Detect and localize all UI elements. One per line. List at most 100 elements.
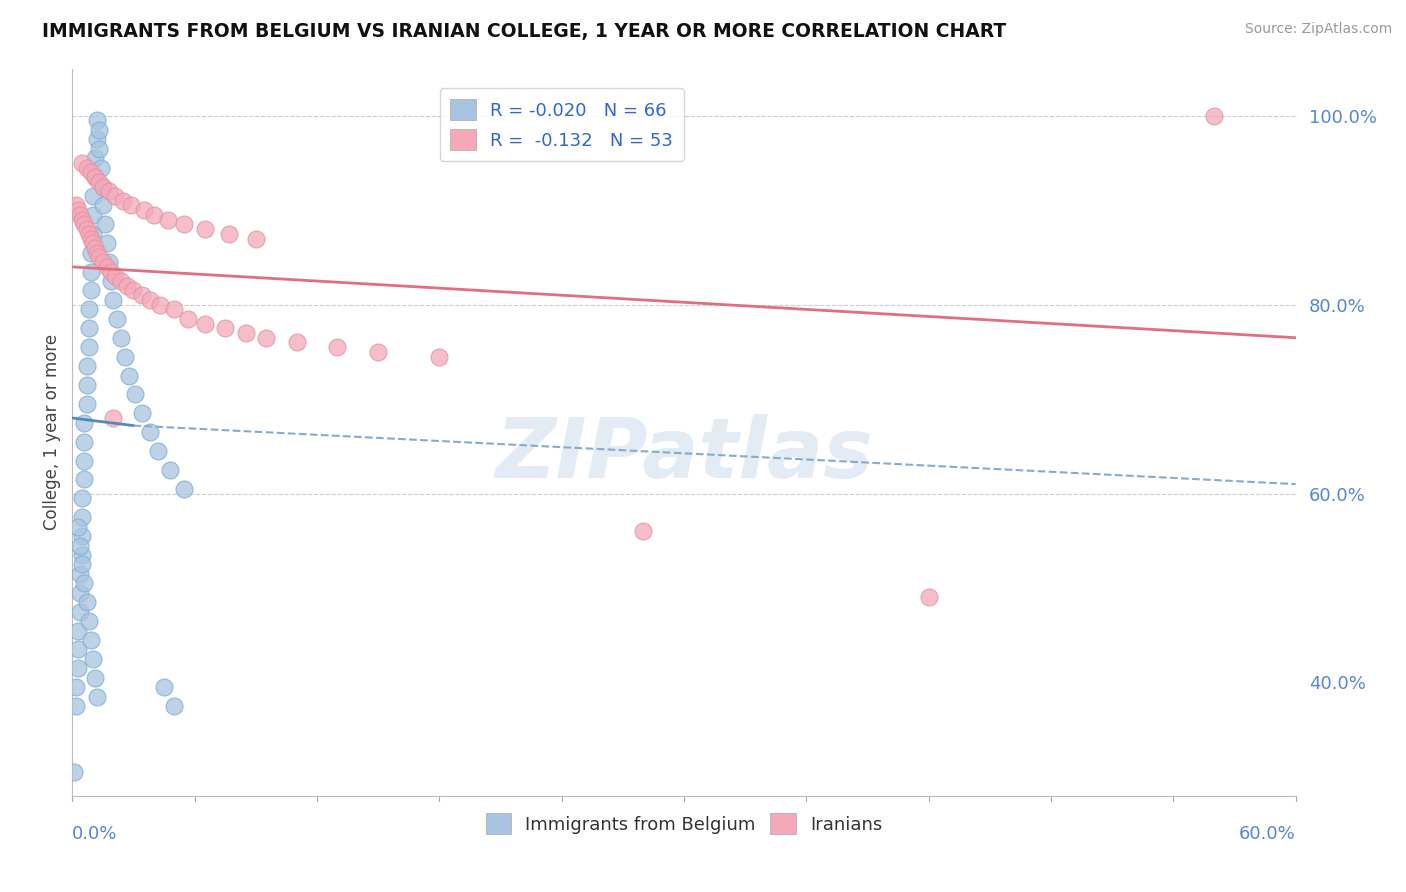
Point bbox=[67, 661, 90, 675]
Point bbox=[177, 311, 200, 326]
Point bbox=[86, 113, 108, 128]
Point bbox=[96, 260, 118, 274]
Point bbox=[918, 591, 941, 605]
Point bbox=[194, 317, 217, 331]
Point bbox=[110, 274, 132, 288]
Point bbox=[76, 378, 98, 392]
Point bbox=[631, 524, 654, 539]
Point bbox=[69, 605, 91, 619]
Point bbox=[72, 510, 94, 524]
Legend: Immigrants from Belgium, Iranians: Immigrants from Belgium, Iranians bbox=[478, 806, 890, 841]
Point bbox=[96, 236, 118, 251]
Point bbox=[83, 671, 105, 685]
Point bbox=[79, 264, 101, 278]
Point bbox=[90, 161, 112, 175]
Point bbox=[73, 453, 96, 467]
Point bbox=[122, 284, 145, 298]
Point bbox=[65, 198, 87, 212]
Point bbox=[194, 222, 217, 236]
Point bbox=[82, 189, 104, 203]
Point bbox=[69, 586, 91, 600]
Point bbox=[77, 302, 100, 317]
Point bbox=[97, 255, 120, 269]
Point bbox=[157, 212, 180, 227]
Point bbox=[79, 245, 101, 260]
Point bbox=[214, 321, 236, 335]
Point bbox=[82, 227, 104, 241]
Point bbox=[83, 170, 105, 185]
Point bbox=[114, 350, 136, 364]
Point bbox=[67, 624, 90, 638]
Point bbox=[76, 595, 98, 609]
Point bbox=[65, 680, 87, 694]
Point bbox=[110, 331, 132, 345]
Point bbox=[254, 331, 277, 345]
Point bbox=[69, 566, 91, 581]
Point bbox=[86, 690, 108, 704]
Point bbox=[159, 463, 181, 477]
Point bbox=[91, 179, 114, 194]
Point bbox=[73, 576, 96, 591]
Text: 60.0%: 60.0% bbox=[1239, 825, 1296, 843]
Point bbox=[124, 387, 146, 401]
Point bbox=[91, 179, 114, 194]
Point bbox=[79, 632, 101, 647]
Point bbox=[120, 198, 142, 212]
Point bbox=[79, 231, 101, 245]
Point bbox=[245, 231, 267, 245]
Point bbox=[285, 335, 308, 350]
Point bbox=[173, 218, 195, 232]
Point bbox=[326, 340, 349, 354]
Point bbox=[67, 519, 90, 533]
Point bbox=[112, 194, 135, 208]
Point bbox=[72, 491, 94, 506]
Point bbox=[83, 170, 105, 185]
Point bbox=[69, 208, 91, 222]
Point bbox=[101, 411, 124, 425]
Point bbox=[72, 156, 94, 170]
Point bbox=[138, 425, 160, 440]
Point bbox=[82, 236, 104, 251]
Point bbox=[72, 529, 94, 543]
Point bbox=[76, 397, 98, 411]
Point bbox=[76, 161, 98, 175]
Point bbox=[77, 340, 100, 354]
Point bbox=[149, 298, 172, 312]
Point bbox=[69, 539, 91, 553]
Point bbox=[72, 558, 94, 572]
Point bbox=[65, 699, 87, 714]
Point bbox=[105, 311, 128, 326]
Point bbox=[76, 222, 98, 236]
Text: ZIPatlas: ZIPatlas bbox=[495, 414, 873, 494]
Point bbox=[73, 472, 96, 486]
Point bbox=[77, 614, 100, 628]
Point bbox=[82, 208, 104, 222]
Point bbox=[77, 321, 100, 335]
Point bbox=[163, 699, 186, 714]
Point bbox=[73, 218, 96, 232]
Point bbox=[104, 269, 127, 284]
Point bbox=[146, 444, 169, 458]
Y-axis label: College, 1 year or more: College, 1 year or more bbox=[44, 334, 60, 530]
Point bbox=[76, 359, 98, 373]
Text: 0.0%: 0.0% bbox=[72, 825, 118, 843]
Point bbox=[138, 293, 160, 307]
Point bbox=[118, 368, 141, 383]
Point bbox=[73, 434, 96, 449]
Point bbox=[427, 350, 450, 364]
Point bbox=[100, 264, 122, 278]
Point bbox=[79, 165, 101, 179]
Point bbox=[97, 184, 120, 198]
Point bbox=[72, 212, 94, 227]
Point bbox=[87, 251, 110, 265]
Point bbox=[83, 151, 105, 165]
Point bbox=[100, 274, 122, 288]
Point bbox=[173, 482, 195, 496]
Point bbox=[79, 284, 101, 298]
Point bbox=[131, 406, 153, 420]
Point bbox=[91, 198, 114, 212]
Point bbox=[87, 123, 110, 137]
Text: Source: ZipAtlas.com: Source: ZipAtlas.com bbox=[1244, 22, 1392, 37]
Point bbox=[235, 326, 257, 340]
Point bbox=[72, 548, 94, 562]
